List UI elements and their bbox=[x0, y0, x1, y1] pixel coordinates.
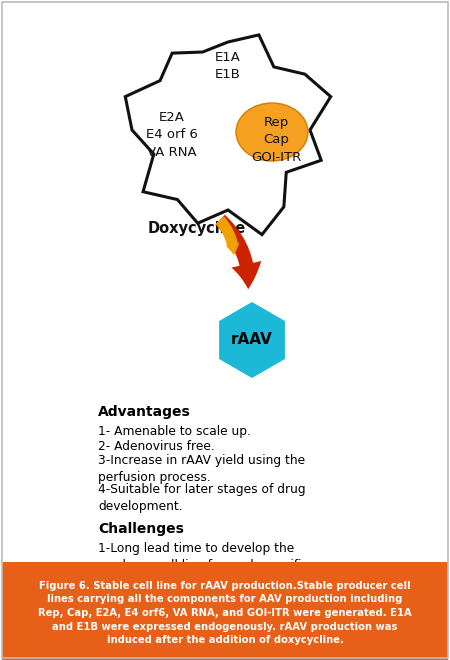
Text: 4-Suitable for later stages of drug
development.: 4-Suitable for later stages of drug deve… bbox=[98, 483, 306, 513]
Ellipse shape bbox=[236, 103, 308, 161]
Text: 1- Amenable to scale up.: 1- Amenable to scale up. bbox=[98, 425, 251, 438]
Text: 1-Long lead time to develop the
producer cell line for each specific
program.: 1-Long lead time to develop the producer… bbox=[98, 542, 308, 589]
Text: Advantages: Advantages bbox=[98, 405, 191, 419]
Text: E1A
E1B: E1A E1B bbox=[215, 51, 241, 81]
Bar bbox=[2, 562, 448, 660]
Text: rAAV: rAAV bbox=[231, 333, 273, 348]
Text: 2- Adenovirus free.: 2- Adenovirus free. bbox=[98, 440, 215, 453]
Text: E2A
E4 orf 6
VA RNA: E2A E4 orf 6 VA RNA bbox=[146, 111, 198, 159]
Text: Figure 6. Stable cell line for rAAV production.Stable producer cell
lines carryi: Figure 6. Stable cell line for rAAV prod… bbox=[38, 581, 412, 645]
Text: 3-Increase in rAAV yield using the
perfusion process.: 3-Increase in rAAV yield using the perfu… bbox=[98, 454, 305, 484]
FancyArrowPatch shape bbox=[216, 216, 239, 255]
Text: Challenges: Challenges bbox=[98, 522, 184, 536]
FancyArrowPatch shape bbox=[216, 214, 261, 289]
Polygon shape bbox=[125, 35, 331, 234]
Polygon shape bbox=[219, 302, 285, 378]
Text: Doxycycline: Doxycycline bbox=[148, 220, 246, 236]
Text: Rep
Cap
GOI-ITR: Rep Cap GOI-ITR bbox=[251, 116, 301, 164]
